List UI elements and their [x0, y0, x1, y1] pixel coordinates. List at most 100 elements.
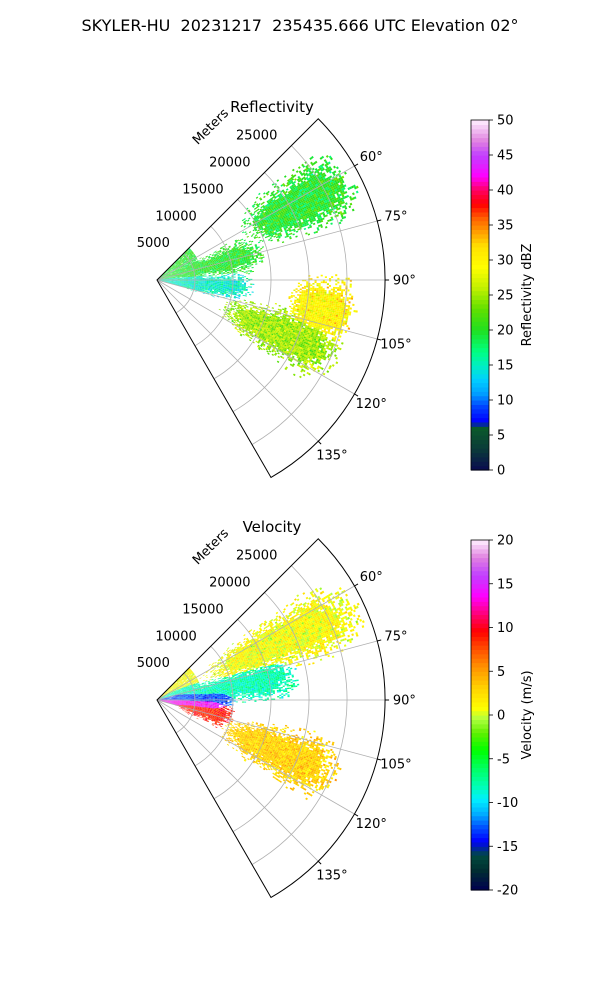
radar-gate [310, 180, 314, 183]
radar-gate [318, 303, 322, 305]
radar-gate [246, 222, 249, 225]
radar-gate [355, 310, 358, 313]
radar-gate [292, 197, 295, 201]
radar-gate [310, 173, 314, 176]
radar-gate [229, 281, 232, 283]
radar-gate [188, 254, 191, 257]
radar-gate [295, 187, 299, 191]
radar-gate [235, 280, 238, 282]
radar-gate [265, 209, 268, 212]
radar-gate [250, 262, 253, 264]
radar-gate [212, 281, 216, 282]
radar-gate [335, 166, 339, 170]
radar-gate [185, 258, 188, 261]
radar-gate [262, 201, 265, 204]
radar-gate [173, 266, 176, 269]
radar-gate [208, 280, 211, 282]
radar-gate [337, 305, 340, 308]
radar-gate [255, 217, 258, 220]
radar-gate [333, 305, 336, 308]
radar-gate [245, 287, 248, 289]
radar-gate [328, 290, 331, 293]
radar-gate [318, 306, 321, 309]
radar-gate [163, 274, 166, 276]
radar-gate [262, 213, 266, 216]
radar-gate [278, 202, 281, 206]
radar-gate [177, 264, 180, 266]
radar-gate [311, 174, 315, 178]
radar-gate [348, 301, 351, 304]
radar-gate [299, 185, 302, 189]
radar-gate [202, 258, 205, 260]
radar-gate [184, 257, 187, 259]
radar-gate [212, 278, 216, 280]
radar-gate [295, 170, 299, 173]
radar-gate [314, 182, 317, 185]
radar-gate [315, 181, 319, 184]
radar-gate [227, 273, 230, 275]
radar-gate [302, 191, 306, 194]
radar-gate [330, 295, 333, 298]
radar-gate [165, 272, 167, 274]
radar-gate [321, 175, 325, 178]
radar-gate [166, 270, 168, 272]
radar-gate [284, 200, 287, 204]
radar-gate [219, 281, 222, 282]
radar-gate [168, 270, 171, 272]
radar-gate [169, 270, 171, 273]
radar-gate [332, 290, 335, 293]
radar-gate [289, 197, 293, 200]
radar-gate [313, 177, 317, 181]
radar-gate [225, 274, 228, 276]
radar-gate [204, 278, 207, 279]
radar-gate [350, 297, 354, 300]
radar-gate [317, 294, 321, 297]
radar-gate [175, 265, 178, 267]
radar-gate [329, 302, 332, 305]
radar-gate [321, 177, 325, 181]
radar-gate [277, 197, 280, 201]
radar-gate [179, 259, 181, 262]
radar-gate [349, 293, 352, 296]
radar-gate [330, 306, 334, 309]
radar-gate [291, 188, 294, 192]
radar-gate [339, 307, 342, 310]
radar-gate [310, 175, 313, 179]
radar-gate [305, 288, 309, 291]
radar-gate [312, 302, 316, 305]
radar-gate [179, 264, 182, 266]
radar-gate [179, 263, 181, 265]
radar-gate [310, 303, 313, 306]
radar-gate [212, 280, 216, 282]
radar-gate [318, 292, 321, 295]
radar-gate [182, 260, 184, 262]
radar-gate [320, 293, 323, 295]
radar-gate [314, 168, 318, 171]
radar-gate [172, 268, 175, 270]
radar-gate [318, 177, 322, 181]
radar-gate [320, 304, 323, 307]
radar-gate [268, 203, 272, 206]
radar-gate [332, 286, 336, 289]
radar-gate [267, 212, 270, 215]
radar-gate [169, 268, 172, 270]
radar-gate [294, 178, 297, 181]
radar-gate [208, 281, 211, 283]
radar-gate [297, 179, 301, 183]
radar-gate [328, 295, 331, 298]
radar-gate [293, 174, 297, 177]
radar-gate [244, 293, 248, 295]
radar-gate [219, 276, 222, 278]
radar-gate [169, 267, 171, 269]
radar-gate [334, 312, 337, 315]
radar-gate [292, 233, 295, 236]
radar-gate [249, 271, 253, 273]
radar-gate [255, 206, 259, 209]
radar-gate [316, 284, 319, 287]
radar-gate [175, 265, 178, 268]
radar-gate [296, 193, 300, 196]
radar-gate [320, 286, 323, 289]
radar-gate [338, 292, 342, 295]
radar-gate [320, 281, 323, 284]
radar-gate [327, 300, 330, 303]
